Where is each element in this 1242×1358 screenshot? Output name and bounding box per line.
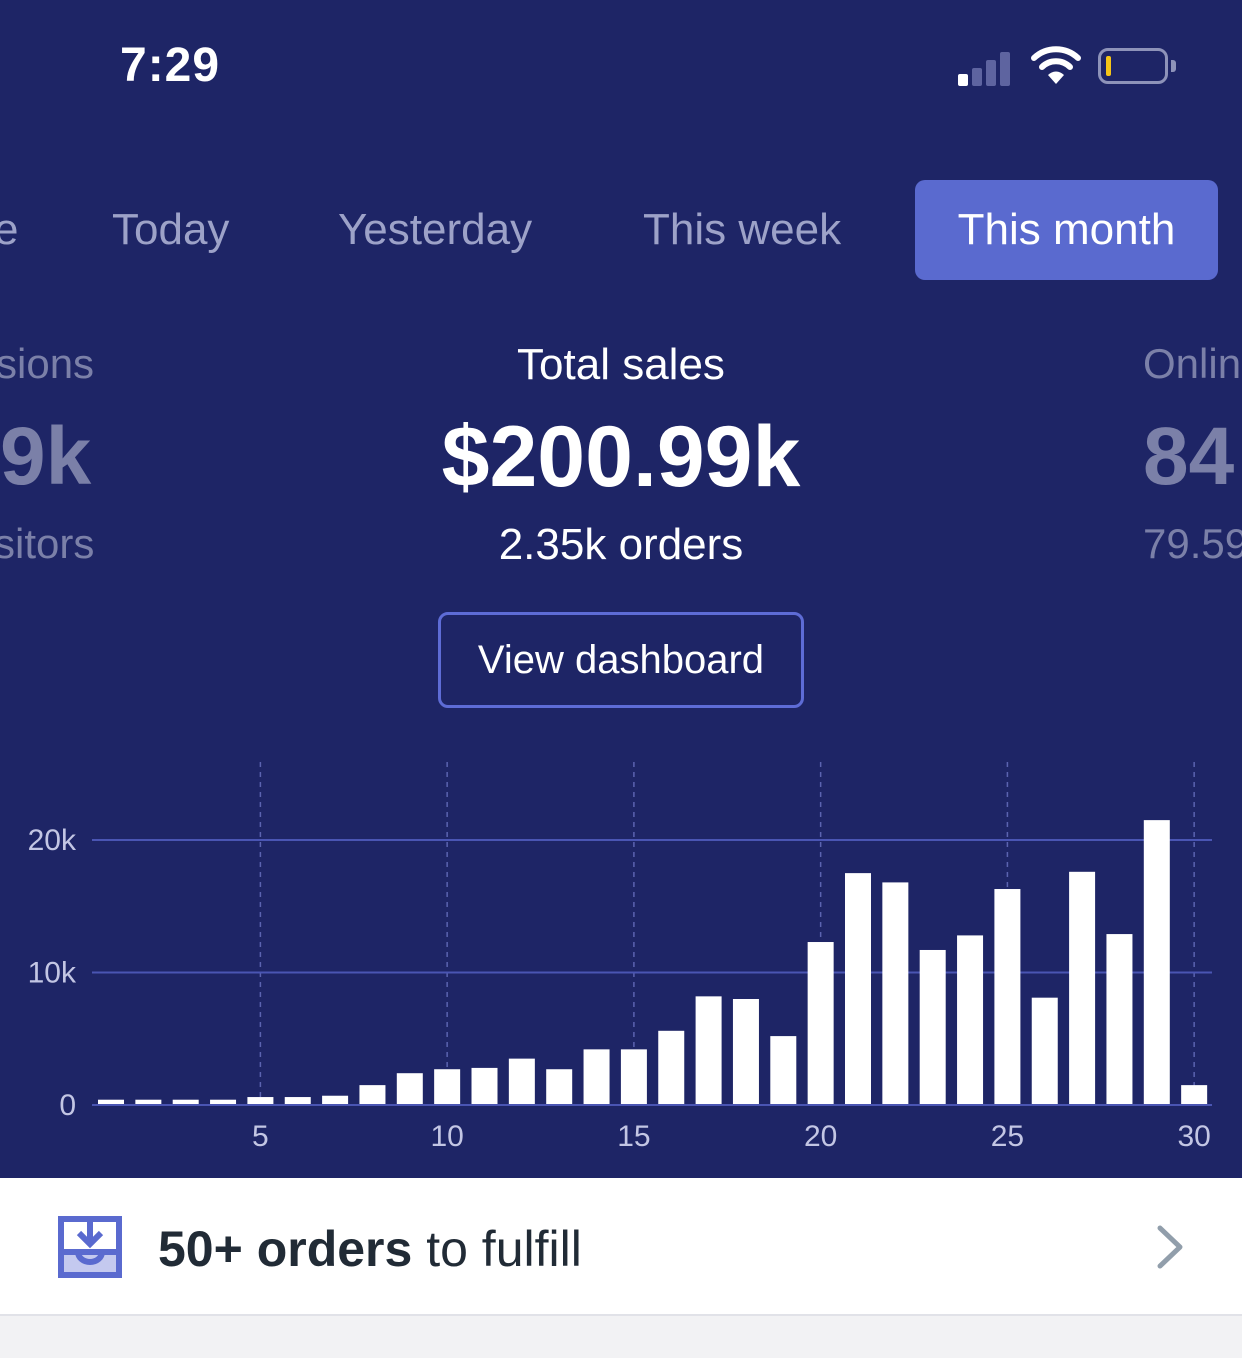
bar-day-30 — [1181, 1085, 1208, 1105]
x-tick-label: 5 — [252, 1120, 269, 1153]
bar-day-29 — [1143, 820, 1170, 1105]
bar-day-26 — [1031, 997, 1058, 1105]
metric-right-value: 84 — [1143, 411, 1235, 502]
y-tick-label: 10k — [28, 957, 77, 990]
metric-right-label: Onlin — [1143, 340, 1242, 387]
metric-right-sub: 79.59 — [1143, 520, 1242, 567]
total-sales-value: $200.99k — [441, 409, 801, 505]
bar-day-2 — [135, 1099, 162, 1105]
metric-left-value: 9k — [0, 411, 92, 502]
bar-day-22 — [882, 882, 909, 1105]
orders-to-fulfill-row[interactable]: 50+ orders to fulfill — [0, 1178, 1242, 1316]
bar-day-24 — [957, 935, 984, 1105]
bar-day-9 — [396, 1073, 423, 1105]
bar-day-6 — [284, 1097, 311, 1105]
bar-day-4 — [210, 1099, 237, 1105]
bar-day-21 — [845, 873, 871, 1105]
bar-day-3 — [172, 1099, 199, 1105]
bar-day-17 — [695, 996, 722, 1105]
bar-day-23 — [919, 949, 946, 1105]
bar-day-1 — [98, 1099, 124, 1105]
hero-panel: 7:29 e Today Yesterday This week This mo… — [0, 0, 1242, 1178]
y-tick-label: 0 — [59, 1089, 76, 1122]
bar-day-25 — [994, 889, 1021, 1105]
bar-day-14 — [583, 1049, 610, 1105]
inbox-download-icon — [58, 1216, 122, 1278]
bar-day-19 — [770, 1036, 797, 1105]
tab-this-week[interactable]: This week — [643, 205, 842, 254]
bar-day-10 — [434, 1069, 461, 1105]
bar-day-7 — [322, 1095, 349, 1105]
tab-today[interactable]: Today — [112, 205, 230, 254]
sales-bar-chart: 0 10k 20k 5 10 15 20 25 30 — [28, 762, 1212, 1153]
bar-day-20 — [807, 942, 834, 1105]
bar-day-28 — [1106, 934, 1133, 1105]
total-orders: 2.35k orders — [498, 520, 744, 569]
bar-day-27 — [1069, 871, 1096, 1105]
tab-this-month[interactable]: This month — [915, 180, 1218, 280]
battery-icon — [1098, 48, 1168, 84]
x-tick-label: 20 — [804, 1120, 837, 1153]
metric-left-label: sions — [0, 340, 95, 387]
metric-left-sub: sitors — [0, 520, 95, 567]
bar-day-12 — [508, 1058, 535, 1105]
x-tick-label: 15 — [617, 1120, 650, 1153]
view-dashboard-button[interactable]: View dashboard — [438, 612, 804, 708]
bar-day-16 — [658, 1030, 685, 1105]
wifi-icon — [1031, 46, 1081, 84]
bar-day-5 — [247, 1097, 274, 1105]
y-tick-label: 20k — [28, 824, 77, 857]
bar-day-8 — [359, 1085, 386, 1105]
total-sales-label: Total sales — [517, 340, 725, 389]
bar-day-13 — [546, 1069, 573, 1105]
cellular-signal-icon — [958, 50, 1014, 86]
orders-to-fulfill-text: 50+ orders to fulfill — [158, 1221, 582, 1277]
x-tick-label: 25 — [991, 1120, 1024, 1153]
x-tick-label: 10 — [430, 1120, 463, 1153]
tab-yesterday[interactable]: Yesterday — [338, 205, 533, 254]
x-tick-label: 30 — [1177, 1120, 1210, 1153]
battery-cap — [1171, 60, 1176, 72]
status-time: 7:29 — [120, 39, 221, 92]
bar-day-15 — [620, 1049, 647, 1105]
bar-day-11 — [471, 1067, 498, 1105]
tab-partial-left[interactable]: e — [0, 205, 19, 254]
bar-day-18 — [732, 999, 759, 1105]
chevron-right-icon — [1157, 1225, 1183, 1269]
